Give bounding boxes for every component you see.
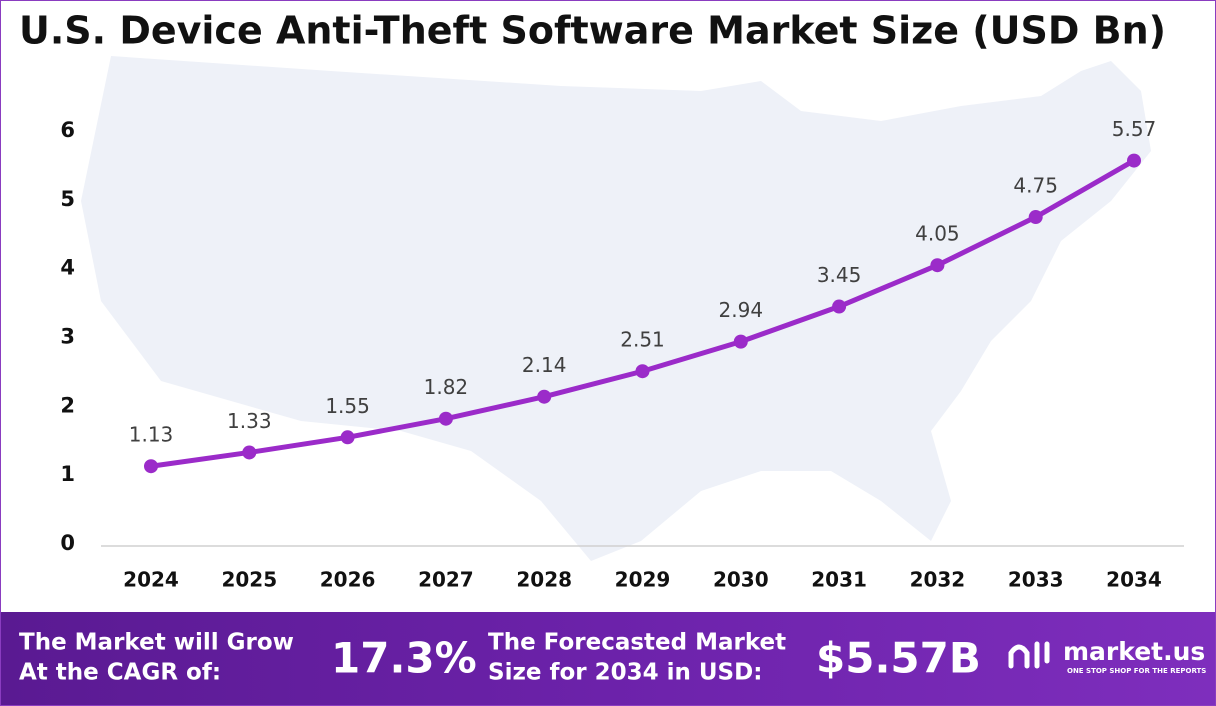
x-tick-label: 2025	[221, 568, 277, 592]
y-tick-label: 0	[60, 531, 75, 555]
point	[635, 364, 650, 379]
value-label: 2.51	[620, 328, 665, 352]
point	[1028, 210, 1043, 225]
value-label: 1.33	[227, 409, 272, 433]
point	[144, 459, 158, 474]
logo-icon	[1008, 641, 1050, 669]
point	[832, 299, 847, 314]
x-tick-label: 2026	[320, 568, 376, 592]
forecast-value: $5.57B	[816, 634, 981, 683]
chart-title: U.S. Device Anti-Theft Software Market S…	[19, 9, 1166, 53]
point	[242, 445, 257, 460]
footer-band	[1, 612, 1215, 705]
x-tick-label: 2024	[123, 568, 179, 592]
y-tick-label: 6	[60, 118, 75, 142]
logo-text: market.us	[1063, 637, 1205, 666]
forecast-text: The Forecasted Market	[488, 630, 786, 656]
y-tick-label: 2	[60, 393, 75, 417]
point	[1127, 153, 1141, 168]
x-tick-label: 2030	[713, 568, 769, 592]
forecast-text: Size for 2034 in USD:	[488, 660, 762, 686]
value-label: 1.13	[129, 423, 174, 447]
y-tick-label: 1	[60, 462, 75, 486]
cagr-value: 17.3%	[331, 634, 477, 683]
value-label: 4.75	[1013, 174, 1058, 198]
x-tick-label: 2031	[811, 568, 867, 592]
point	[733, 334, 748, 349]
cagr-text: At the CAGR of:	[19, 660, 221, 686]
value-label: 2.14	[522, 353, 567, 377]
value-label: 1.82	[424, 375, 469, 399]
x-tick-label: 2029	[615, 568, 671, 592]
value-label: 3.45	[817, 263, 862, 287]
logo-tagline: ONE STOP SHOP FOR THE REPORTS	[1067, 667, 1206, 675]
map-background	[81, 56, 1151, 561]
point	[537, 389, 552, 404]
point	[340, 430, 355, 445]
x-tick-label: 2027	[418, 568, 474, 592]
y-tick-label: 4	[60, 256, 75, 280]
cagr-text: The Market will Grow	[19, 630, 294, 656]
value-label: 4.05	[915, 222, 960, 246]
x-tick-label: 2032	[910, 568, 966, 592]
value-label: 5.57	[1112, 117, 1157, 141]
x-tick-label: 2028	[516, 568, 572, 592]
y-tick-label: 5	[60, 187, 75, 211]
value-label: 2.94	[719, 298, 764, 322]
x-tick-label: 2033	[1008, 568, 1064, 592]
y-tick-label: 3	[60, 325, 75, 349]
point	[438, 411, 453, 426]
point	[930, 258, 945, 273]
x-tick-label: 2034	[1106, 568, 1162, 592]
value-label: 1.55	[325, 394, 370, 418]
